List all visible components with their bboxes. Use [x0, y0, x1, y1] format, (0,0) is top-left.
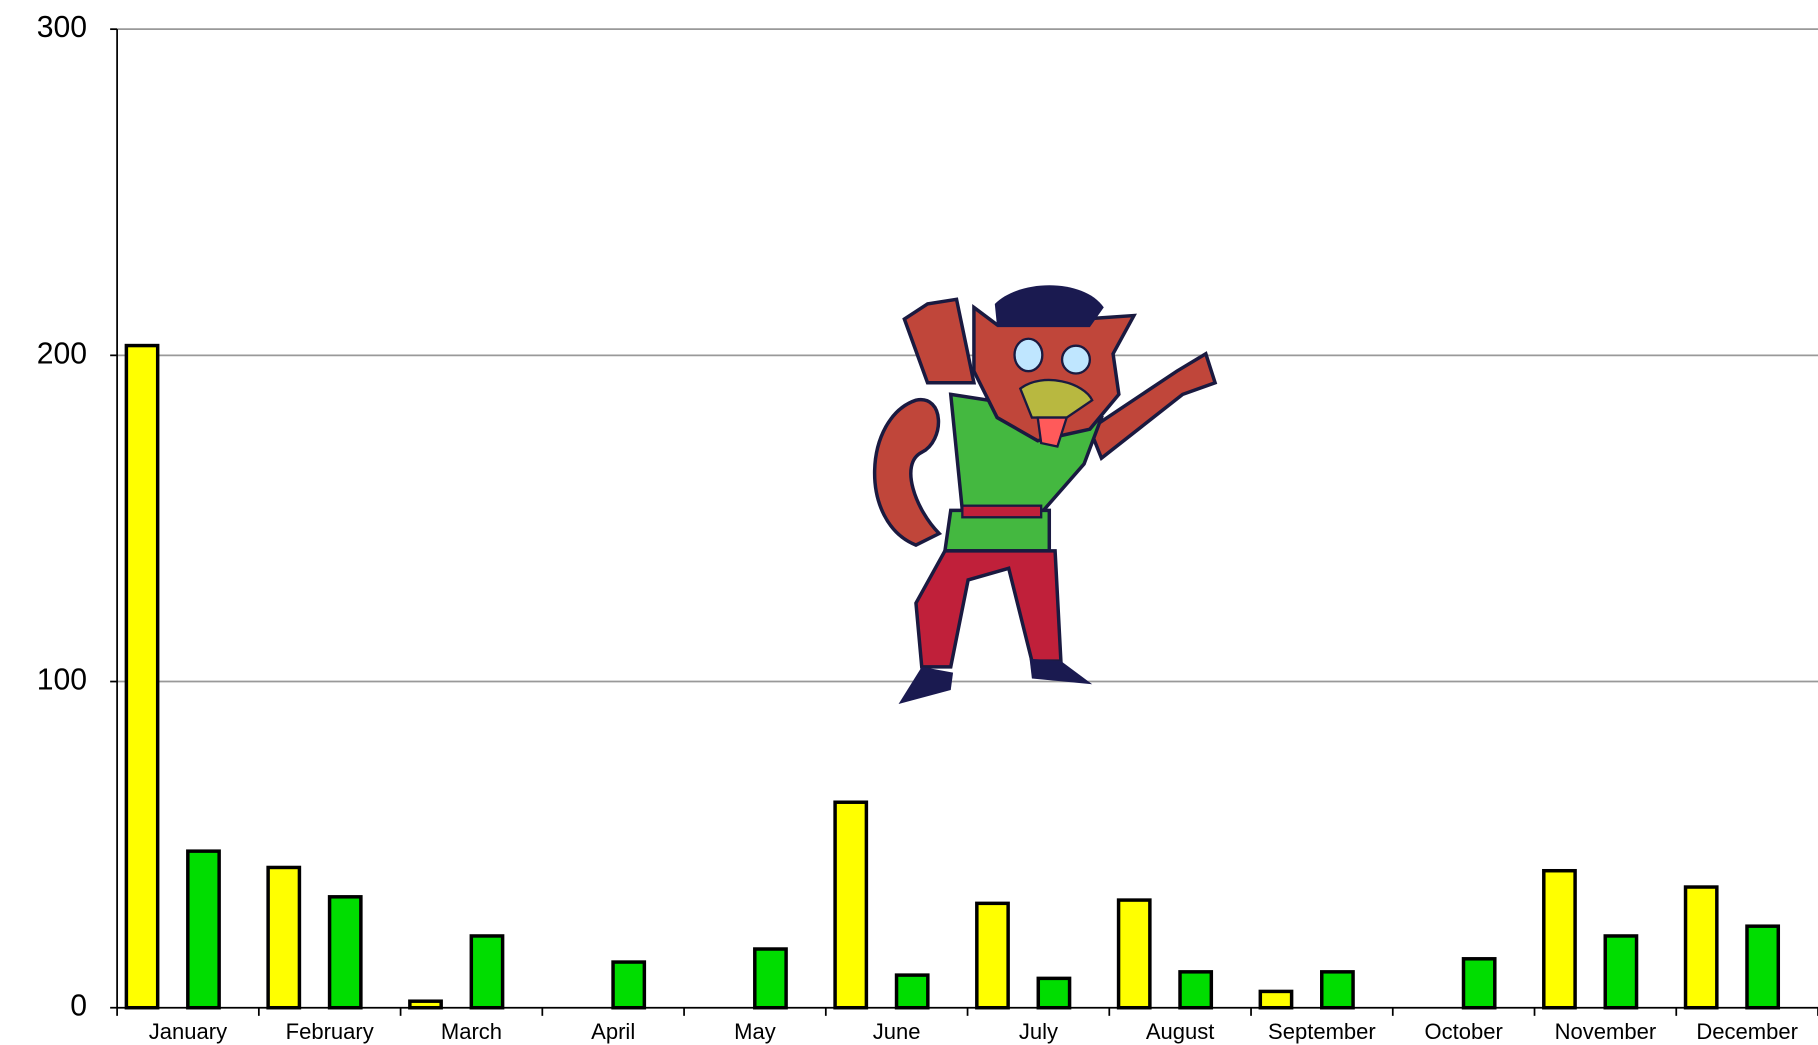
bar [611, 960, 647, 1010]
bar [753, 947, 788, 1010]
bar [1258, 989, 1294, 1010]
x-tick-label: August [1146, 1019, 1215, 1044]
x-tick-label: November [1555, 1019, 1657, 1044]
bar [1745, 924, 1781, 1010]
bar [1603, 934, 1639, 1010]
bar [1683, 885, 1719, 1010]
bar [186, 849, 221, 1010]
bar [1461, 957, 1497, 1010]
bar [1178, 970, 1214, 1010]
x-tick-label: January [149, 1019, 227, 1044]
y-tick-label: 200 [37, 337, 87, 370]
y-tick-label: 0 [70, 990, 87, 1023]
bar [833, 800, 869, 1010]
x-tick-label: July [1019, 1019, 1058, 1044]
bar [469, 934, 505, 1010]
bar [124, 343, 160, 1010]
y-tick-label: 300 [37, 11, 87, 44]
x-tick-label: April [591, 1019, 635, 1044]
bar [266, 865, 302, 1010]
bar [1036, 976, 1072, 1010]
bar [327, 895, 363, 1010]
x-tick-label: September [1268, 1019, 1376, 1044]
bar [975, 901, 1010, 1010]
x-tick-label: October [1424, 1019, 1502, 1044]
y-tick-label: 100 [37, 664, 87, 697]
bar [894, 973, 930, 1010]
x-tick-label: December [1696, 1019, 1798, 1044]
bar [1320, 970, 1355, 1010]
cat-illustration [872, 285, 1218, 704]
bar [1542, 868, 1577, 1010]
bar [1116, 898, 1152, 1010]
x-tick-label: March [441, 1019, 502, 1044]
x-tick-label: February [286, 1019, 374, 1044]
bar [408, 999, 443, 1010]
x-tick-label: June [873, 1019, 921, 1044]
x-tick-label: May [734, 1019, 776, 1044]
